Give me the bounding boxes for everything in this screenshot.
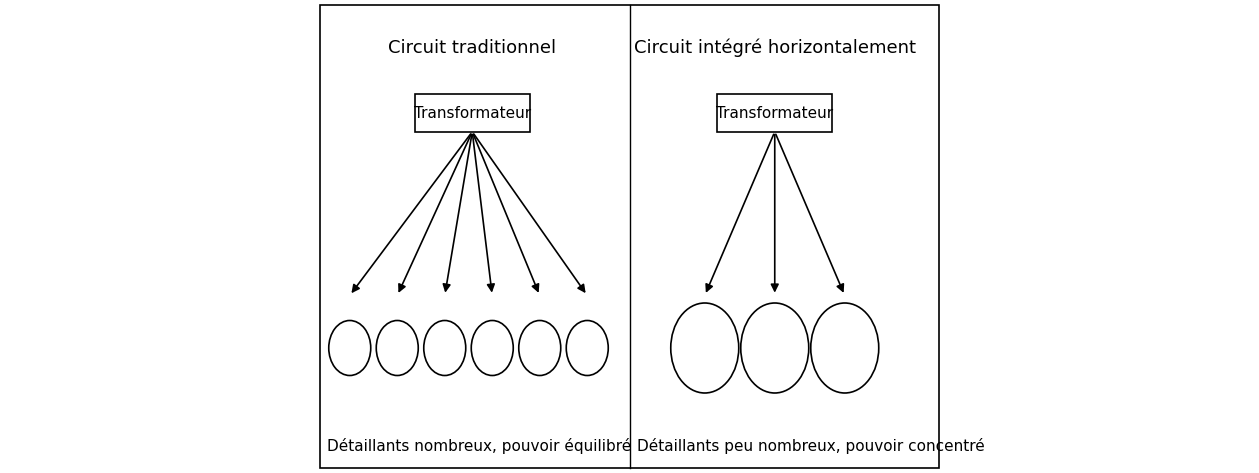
Ellipse shape xyxy=(424,321,466,376)
Ellipse shape xyxy=(471,321,514,376)
Ellipse shape xyxy=(519,321,560,376)
Text: Circuit traditionnel: Circuit traditionnel xyxy=(388,39,556,57)
Text: Détaillants nombreux, pouvoir équilibré: Détaillants nombreux, pouvoir équilibré xyxy=(327,438,632,454)
Ellipse shape xyxy=(329,321,370,376)
Text: Transformateur: Transformateur xyxy=(716,105,833,121)
Text: Détaillants peu nombreux, pouvoir concentré: Détaillants peu nombreux, pouvoir concen… xyxy=(637,438,985,454)
Ellipse shape xyxy=(567,321,608,376)
Ellipse shape xyxy=(376,321,418,376)
Text: Circuit intégré horizontalement: Circuit intégré horizontalement xyxy=(633,39,915,57)
Ellipse shape xyxy=(671,303,739,393)
Ellipse shape xyxy=(740,303,808,393)
Bar xyxy=(718,94,832,132)
Bar xyxy=(414,94,530,132)
Ellipse shape xyxy=(811,303,879,393)
Text: Transformateur: Transformateur xyxy=(414,105,531,121)
